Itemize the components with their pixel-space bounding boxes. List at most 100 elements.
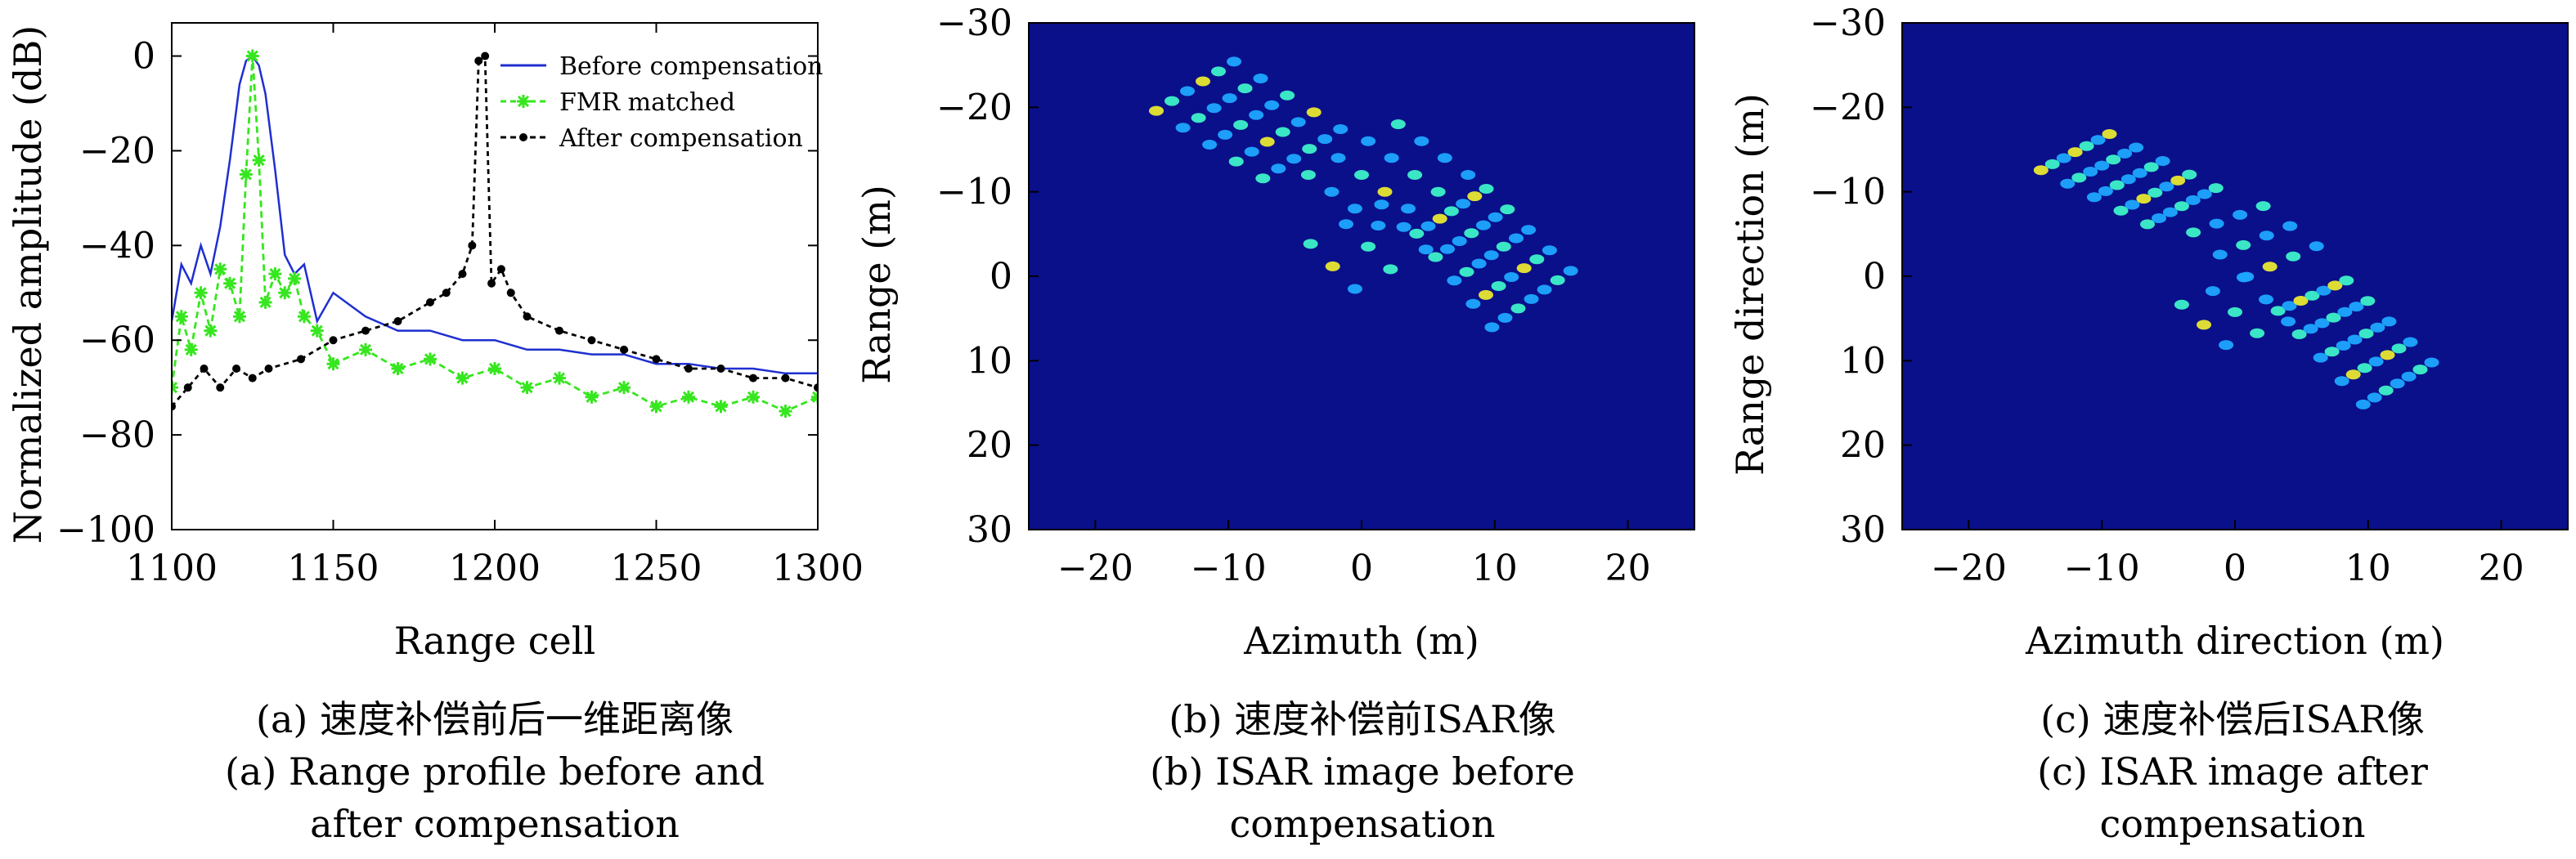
scatter-point — [2170, 175, 2186, 186]
y-tick-label-b: −30 — [936, 2, 1012, 44]
y-tick-label-b: 30 — [967, 509, 1012, 551]
scatter-point — [2281, 316, 2296, 327]
y-tick-label-a: −100 — [56, 509, 155, 551]
scatter-point — [1464, 228, 1479, 239]
legend-marker-fmr — [517, 95, 530, 108]
point-after — [426, 298, 434, 306]
caption-b: (b) 速度补偿前ISAR像 (b) ISAR image before com… — [1035, 693, 1690, 850]
y-tick-label-c: 20 — [1840, 425, 1886, 467]
scatter-point — [2071, 172, 2087, 183]
point-fmr — [258, 295, 272, 309]
scatter-point — [2090, 135, 2106, 145]
scatter-point — [2212, 249, 2228, 260]
point-after — [264, 364, 273, 373]
scatter-point — [1280, 90, 1295, 101]
scatter-panel-left-panel — [2033, 129, 2224, 230]
x-tick-label-b: 10 — [1472, 548, 1518, 589]
point-fmr — [456, 371, 469, 385]
point-fmr — [252, 154, 266, 168]
caption-b-line2: (b) ISAR image before — [1150, 749, 1575, 794]
scatter-point — [1227, 56, 1241, 67]
scatter-point — [2106, 154, 2121, 165]
scatter-point — [1401, 204, 1416, 214]
point-fmr — [326, 357, 340, 371]
point-after — [506, 289, 515, 298]
scatter-point — [2208, 183, 2224, 194]
point-fmr — [288, 271, 302, 285]
scatter-point — [2219, 340, 2234, 351]
legend-label-2: After compensation — [559, 124, 803, 153]
y-tick-label-a: 0 — [132, 36, 155, 78]
scatter-point — [2345, 369, 2361, 380]
scatter-point — [2117, 148, 2133, 159]
point-fmr — [310, 324, 324, 338]
point-after — [200, 364, 209, 373]
scatter-point — [1324, 186, 1340, 197]
y-tick-label-c: 10 — [1840, 340, 1886, 382]
scatter-point — [1191, 113, 1206, 123]
x-axis-label-a: Range cell — [394, 619, 595, 663]
scatter-point — [2136, 194, 2152, 204]
scatter-point — [1407, 170, 1423, 180]
point-after — [496, 265, 505, 274]
y-tick-label-c: −10 — [1810, 172, 1886, 213]
scatter-point — [2086, 192, 2102, 203]
scatter-point — [2378, 385, 2394, 396]
scatter-point — [1488, 212, 1503, 222]
point-after — [172, 402, 176, 411]
scatter-point — [1300, 170, 1316, 180]
scatter-point — [1465, 298, 1481, 309]
scatter-point — [1467, 191, 1483, 202]
x-tick-label-c: 0 — [2224, 548, 2246, 589]
scatter-point — [1471, 258, 1487, 269]
scatter-point — [1264, 100, 1280, 110]
scatter-point — [2102, 129, 2117, 139]
caption-b-line1: (b) 速度补偿前ISAR像 — [1169, 697, 1556, 741]
scatter-point — [2293, 296, 2309, 306]
scatter-point — [2174, 201, 2189, 212]
scatter-point — [1333, 124, 1349, 134]
caption-c-line1: (c) 速度补偿后ISAR像 — [2040, 697, 2425, 741]
y-tick-label-c: −20 — [1810, 87, 1886, 128]
scatter-point — [2250, 328, 2265, 338]
scatter-point — [1476, 220, 1491, 230]
scatter-point — [2349, 302, 2364, 312]
scatter-point — [2401, 371, 2417, 382]
legend-marker-after — [519, 133, 527, 141]
x-tick-label-c: 20 — [2479, 548, 2524, 589]
x-tick-label-a: 1300 — [772, 548, 864, 589]
scatter-point — [2324, 347, 2340, 357]
scatter-panel-body-lower — [1303, 199, 1434, 294]
scatter-point — [2347, 334, 2363, 345]
scatter-point — [1218, 129, 1233, 140]
scatter-point — [1504, 272, 1519, 282]
scatter-point — [2270, 306, 2286, 316]
x-axis-label-c: Azimuth direction (m) — [2025, 619, 2444, 663]
point-after — [481, 51, 490, 60]
scatter-point — [2262, 262, 2278, 272]
scatter-point — [2314, 318, 2330, 329]
x-tick-label-a: 1100 — [126, 548, 218, 589]
point-fmr — [779, 405, 792, 418]
scatter-point — [1249, 110, 1264, 120]
x-tick-label-a: 1150 — [288, 548, 379, 589]
scatter-point — [1302, 144, 1317, 154]
y-axis-label-b: Range (m) — [855, 185, 899, 384]
scatter-point — [2259, 230, 2274, 241]
scatter-point — [1430, 186, 1446, 197]
scatter-point — [1331, 153, 1346, 163]
caption-a: (a) 速度补偿前后一维距离像 (a) Range profile before… — [168, 693, 822, 850]
point-fmr — [424, 352, 437, 366]
scatter-point — [1180, 86, 1195, 96]
scatter-point — [1524, 293, 1539, 304]
scatter-point — [2334, 376, 2349, 387]
point-after — [749, 374, 757, 383]
scatter-point — [2140, 219, 2155, 230]
scatter-point — [1516, 263, 1532, 274]
y-tick-label-b: 10 — [967, 340, 1012, 382]
scatter-point — [2291, 329, 2307, 339]
scatter-point — [1303, 239, 1318, 249]
scatter-point — [2339, 275, 2354, 286]
scatter-point — [2357, 363, 2372, 374]
x-tick-label-b: 0 — [1350, 548, 1373, 589]
